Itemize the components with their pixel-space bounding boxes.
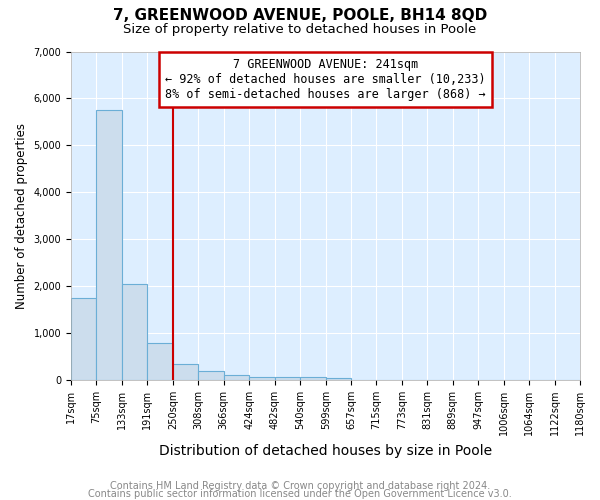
Bar — [224, 376, 249, 380]
Bar — [199, 372, 224, 380]
Y-axis label: Number of detached properties: Number of detached properties — [15, 122, 28, 308]
Bar — [122, 284, 147, 380]
Bar — [326, 378, 351, 380]
Text: 7 GREENWOOD AVENUE: 241sqm
← 92% of detached houses are smaller (10,233)
8% of s: 7 GREENWOOD AVENUE: 241sqm ← 92% of deta… — [165, 58, 486, 101]
Bar — [300, 378, 326, 380]
Text: Contains HM Land Registry data © Crown copyright and database right 2024.: Contains HM Land Registry data © Crown c… — [110, 481, 490, 491]
Bar — [275, 376, 300, 380]
Text: 7, GREENWOOD AVENUE, POOLE, BH14 8QD: 7, GREENWOOD AVENUE, POOLE, BH14 8QD — [113, 8, 487, 22]
Bar — [147, 344, 173, 380]
Text: Contains public sector information licensed under the Open Government Licence v3: Contains public sector information licen… — [88, 489, 512, 499]
X-axis label: Distribution of detached houses by size in Poole: Distribution of detached houses by size … — [159, 444, 492, 458]
Bar — [249, 376, 275, 380]
Bar — [97, 110, 122, 380]
Bar — [173, 364, 199, 380]
Bar — [71, 298, 97, 380]
Text: Size of property relative to detached houses in Poole: Size of property relative to detached ho… — [124, 22, 476, 36]
